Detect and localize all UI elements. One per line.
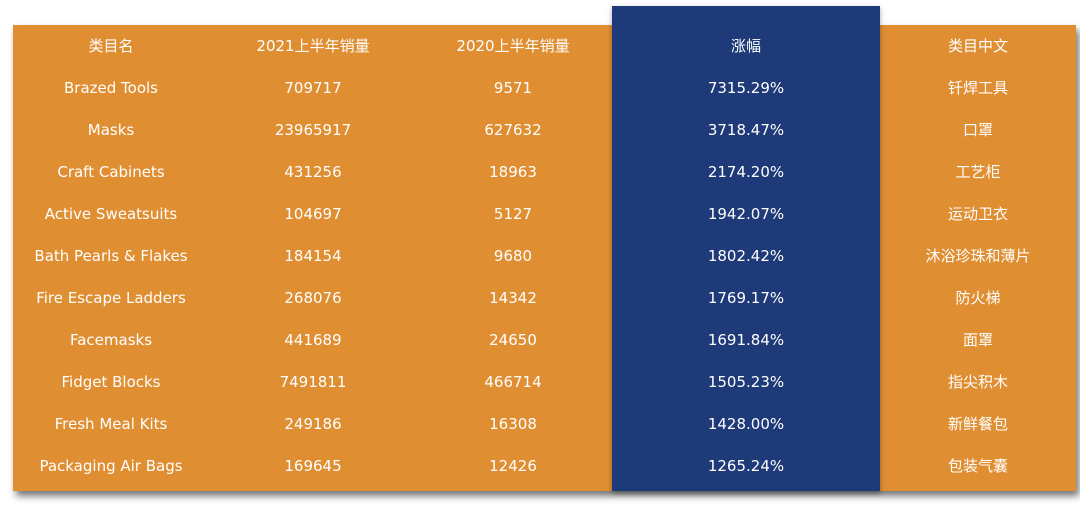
category-name-cell: Craft Cabinets [57,163,165,181]
category-name-cell: Fire Escape Ladders [36,289,186,307]
sales-2020-cell: 9571 [493,79,533,97]
header-category-chinese: 类目中文 [947,37,1008,55]
table-background [13,25,1076,491]
category-name-cell: Fidget Blocks [61,373,161,391]
category-chinese-cell: 新鲜餐包 [947,415,1008,433]
category-name-cell: Brazed Tools [64,79,158,97]
sales-2020-cell: 16308 [489,415,537,433]
category-chinese-cell: 口罩 [962,121,993,139]
header-growth: 涨幅 [730,37,761,55]
category-name-cell: Packaging Air Bags [39,457,183,475]
growth-cell: 1691.84% [707,331,785,349]
sales-2021-cell: 184154 [284,247,342,265]
category-chinese-cell: 运动卫衣 [947,205,1008,223]
growth-cell: 1942.07% [707,205,785,223]
sales-2021-cell: 268076 [284,289,342,307]
sales-2021-cell: 104697 [284,205,342,223]
table-row: Craft Cabinets 431256 18963 2174.20% 工艺柜 [13,151,1076,193]
sales-2020-cell: 627632 [484,121,542,139]
sales-2021-cell: 249186 [284,415,342,433]
sales-2020-cell: 24650 [489,331,537,349]
category-name-cell: Active Sweatsuits [44,205,178,223]
table-header-row: 类目名 2021上半年销量 2020上半年销量 涨幅 类目中文 [13,25,1076,67]
growth-cell: 1505.23% [707,373,785,391]
category-chinese-cell: 面罩 [962,331,993,349]
growth-cell: 2174.20% [707,163,785,181]
sales-2021-cell: 169645 [284,457,342,475]
growth-cell: 3718.47% [707,121,785,139]
header-2021-h1-sales: 2021上半年销量 [256,37,370,55]
category-chinese-cell: 防火梯 [955,289,1001,307]
growth-cell: 7315.29% [707,79,785,97]
sales-2020-cell: 12426 [489,457,537,475]
sales-2020-cell: 9680 [493,247,533,265]
sales-2021-cell: 23965917 [274,121,352,139]
sales-2020-cell: 5127 [493,205,533,223]
sales-2020-cell: 18963 [489,163,537,181]
growth-cell: 1428.00% [707,415,785,433]
category-chinese-cell: 包装气囊 [947,457,1008,475]
category-chinese-cell: 指尖积木 [947,373,1008,391]
growth-cell: 1802.42% [707,247,785,265]
header-2020-h1-sales: 2020上半年销量 [456,37,570,55]
table-row: Fresh Meal Kits 249186 16308 1428.00% 新鲜… [13,403,1076,445]
sales-2021-cell: 441689 [284,331,342,349]
sales-2020-cell: 466714 [484,373,542,391]
sales-2020-cell: 14342 [489,289,537,307]
table-row: Bath Pearls & Flakes 184154 9680 1802.42… [13,235,1076,277]
category-name-cell: Facemasks [69,331,153,349]
table-row: Active Sweatsuits 104697 5127 1942.07% 运… [13,193,1076,235]
growth-cell: 1265.24% [707,457,785,475]
category-name-cell: Fresh Meal Kits [54,415,168,433]
category-chinese-cell: 钎焊工具 [947,79,1008,97]
category-name-cell: Bath Pearls & Flakes [34,247,188,265]
table-row: Brazed Tools 709717 9571 7315.29% 钎焊工具 [13,67,1076,109]
sales-2021-cell: 431256 [284,163,342,181]
table-row: Facemasks 441689 24650 1691.84% 面罩 [13,319,1076,361]
sales-2021-cell: 7491811 [279,373,347,391]
category-name-cell: Masks [87,121,135,139]
table-row: Masks 23965917 627632 3718.47% 口罩 [13,109,1076,151]
table-row: Packaging Air Bags 169645 12426 1265.24%… [13,445,1076,487]
growth-column-highlight [612,6,880,491]
table-row: Fidget Blocks 7491811 466714 1505.23% 指尖… [13,361,1076,403]
sales-growth-table: 类目名 2021上半年销量 2020上半年销量 涨幅 类目中文 Brazed T… [13,25,1076,491]
category-chinese-cell: 工艺柜 [955,163,1001,181]
category-chinese-cell: 沐浴珍珠和薄片 [925,247,1031,265]
growth-cell: 1769.17% [707,289,785,307]
header-category-name: 类目名 [88,37,134,55]
sales-2021-cell: 709717 [284,79,342,97]
table-row: Fire Escape Ladders 268076 14342 1769.17… [13,277,1076,319]
